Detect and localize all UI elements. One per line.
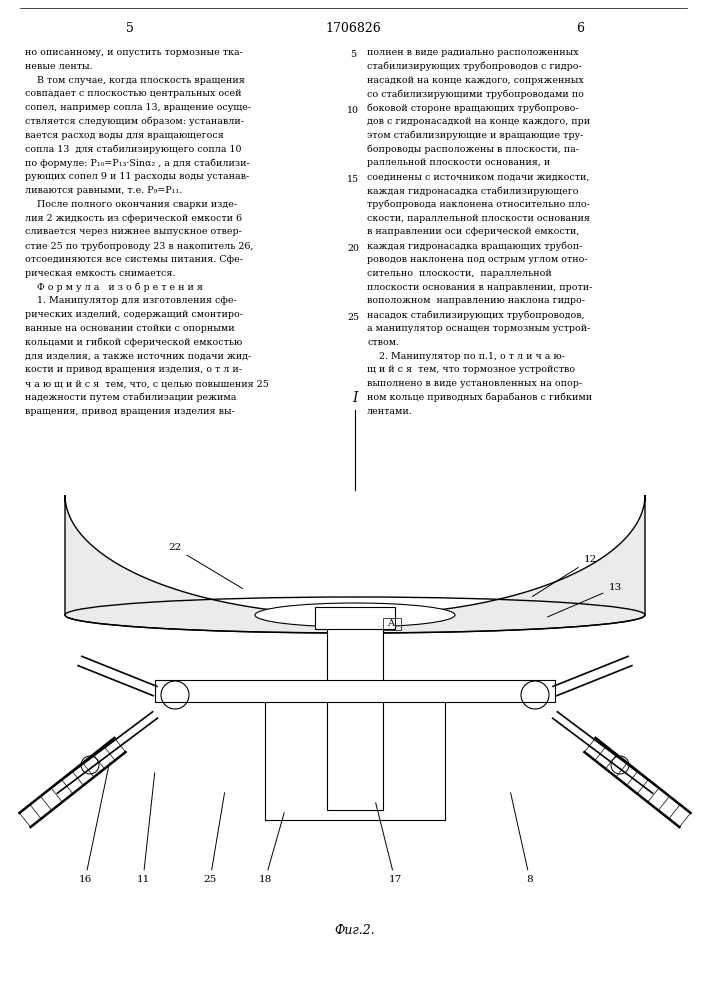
Text: Ф о р м у л а   и з о б р е т е н и я: Ф о р м у л а и з о б р е т е н и я: [25, 283, 203, 292]
Text: ливаются равными, т.е. P₉=P₁₁.: ливаются равными, т.е. P₉=P₁₁.: [25, 186, 182, 195]
Text: скости, параллельной плоскости основания: скости, параллельной плоскости основания: [367, 214, 590, 223]
Text: I: I: [352, 391, 358, 405]
Text: для изделия, а также источник подачи жид-: для изделия, а также источник подачи жид…: [25, 352, 251, 361]
Text: совпадает с плоскостью центральных осей: совпадает с плоскостью центральных осей: [25, 89, 242, 98]
Text: этом стабилизирующие и вращающие тру-: этом стабилизирующие и вращающие тру-: [367, 131, 583, 140]
Text: боковой стороне вращающих трубопрово-: боковой стороне вращающих трубопрово-: [367, 103, 578, 113]
Text: ванные на основании стойки с опорными: ванные на основании стойки с опорными: [25, 324, 235, 333]
Text: 8: 8: [510, 793, 533, 884]
Text: плоскости основания в направлении, проти-: плоскости основания в направлении, проти…: [367, 283, 592, 292]
Text: стабилизирующих трубопроводов с гидро-: стабилизирующих трубопроводов с гидро-: [367, 62, 582, 71]
Ellipse shape: [255, 603, 455, 627]
Text: раллельной плоскости основания, и: раллельной плоскости основания, и: [367, 158, 550, 167]
Text: лия 2 жидкость из сферической емкости 6: лия 2 жидкость из сферической емкости 6: [25, 214, 242, 223]
Bar: [327, 610, 383, 810]
Text: роводов наклонена под острым углом отно-: роводов наклонена под острым углом отно-: [367, 255, 588, 264]
Text: соединены с источником подачи жидкости,: соединены с источником подачи жидкости,: [367, 172, 590, 181]
Text: кольцами и гибкой сферической емкостью: кольцами и гибкой сферической емкостью: [25, 338, 243, 347]
Text: насадок стабилизирующих трубопроводов,: насадок стабилизирующих трубопроводов,: [367, 310, 585, 320]
Text: невые ленты.: невые ленты.: [25, 62, 93, 71]
Text: надежности путем стабилизации режима: надежности путем стабилизации режима: [25, 393, 236, 402]
Text: рических изделий, содержащий смонтиро-: рических изделий, содержащий смонтиро-: [25, 310, 243, 319]
Text: 20: 20: [347, 244, 359, 253]
Text: рующих сопел 9 и 11 расходы воды устанав-: рующих сопел 9 и 11 расходы воды устанав…: [25, 172, 250, 181]
Text: 18: 18: [258, 813, 284, 884]
Text: каждая гидронасадка вращающих трубоп-: каждая гидронасадка вращающих трубоп-: [367, 241, 583, 251]
Text: по формуле: P₁₀=P₁₃·Sinα₂ , а для стабилизи-: по формуле: P₁₀=P₁₃·Sinα₂ , а для стабил…: [25, 158, 250, 168]
Text: сопла 13  для стабилизирующего сопла 10: сопла 13 для стабилизирующего сопла 10: [25, 145, 242, 154]
Text: дов с гидронасадкой на конце каждого, при: дов с гидронасадкой на конце каждого, пр…: [367, 117, 590, 126]
Text: 25: 25: [347, 313, 359, 322]
Text: В том случае, когда плоскость вращения: В том случае, когда плоскость вращения: [25, 76, 245, 85]
Text: 22: 22: [168, 544, 243, 589]
Text: вращения, привод вращения изделия вы-: вращения, привод вращения изделия вы-: [25, 407, 235, 416]
Text: После полного окончания сварки изде-: После полного окончания сварки изде-: [25, 200, 237, 209]
Text: трубопровода наклонена относительно пло-: трубопровода наклонена относительно пло-: [367, 200, 590, 209]
Text: Фиг.2.: Фиг.2.: [334, 924, 375, 936]
Text: 16: 16: [78, 763, 110, 884]
Text: 11: 11: [136, 773, 155, 884]
Bar: [315, 607, 395, 629]
Text: 15: 15: [347, 175, 359, 184]
Text: 5: 5: [350, 50, 356, 59]
Text: 10: 10: [347, 106, 359, 115]
Bar: [383, 618, 401, 630]
Bar: [265, 700, 445, 820]
Text: сопел, например сопла 13, вращение осуще-: сопел, например сопла 13, вращение осуще…: [25, 103, 251, 112]
Text: ством.: ством.: [367, 338, 399, 347]
Text: насадкой на конце каждого, сопряженных: насадкой на конце каждого, сопряженных: [367, 76, 584, 85]
Text: ствляется следующим образом: устанавли-: ствляется следующим образом: устанавли-: [25, 117, 244, 126]
Text: 1. Манипулятор для изготовления сфе-: 1. Манипулятор для изготовления сфе-: [25, 296, 237, 305]
Text: 6: 6: [576, 21, 584, 34]
Polygon shape: [65, 495, 645, 633]
Text: а манипулятор оснащен тормозным устрой-: а манипулятор оснащен тормозным устрой-: [367, 324, 590, 333]
Text: полнен в виде радиально расположенных: полнен в виде радиально расположенных: [367, 48, 578, 57]
Text: щ и й с я  тем, что тормозное устройство: щ и й с я тем, что тормозное устройство: [367, 365, 575, 374]
Text: ном кольце приводных барабанов с гибкими: ном кольце приводных барабанов с гибкими: [367, 393, 592, 402]
Text: рическая емкость снимается.: рическая емкость снимается.: [25, 269, 175, 278]
Text: в направлении оси сферической емкости,: в направлении оси сферической емкости,: [367, 227, 579, 236]
Text: ч а ю щ и й с я  тем, что, с целью повышения 25: ч а ю щ и й с я тем, что, с целью повыше…: [25, 379, 269, 388]
Text: 25: 25: [204, 793, 225, 884]
Text: 1706826: 1706826: [325, 21, 381, 34]
Text: лентами.: лентами.: [367, 407, 413, 416]
Text: кости и привод вращения изделия, о т л и-: кости и привод вращения изделия, о т л и…: [25, 365, 242, 374]
Text: бопроводы расположены в плоскости, па-: бопроводы расположены в плоскости, па-: [367, 145, 579, 154]
Text: со стабилизирующими трубопроводами по: со стабилизирующими трубопроводами по: [367, 89, 584, 99]
Text: 2. Манипулятор по п.1, о т л и ч а ю-: 2. Манипулятор по п.1, о т л и ч а ю-: [367, 352, 565, 361]
Text: стие 25 по трубопроводу 23 в накопитель 26,: стие 25 по трубопроводу 23 в накопитель …: [25, 241, 254, 251]
Text: 13: 13: [547, 584, 621, 617]
Text: сительно  плоскости,  параллельной: сительно плоскости, параллельной: [367, 269, 551, 278]
Text: 12: 12: [532, 556, 597, 597]
Text: A: A: [387, 618, 394, 628]
Bar: [155, 680, 555, 702]
Text: сливается через нижнее выпускное отвер-: сливается через нижнее выпускное отвер-: [25, 227, 242, 236]
Text: отсоединяются все системы питания. Сфе-: отсоединяются все системы питания. Сфе-: [25, 255, 243, 264]
Text: 5: 5: [126, 21, 134, 34]
Text: воположном  направлению наклона гидро-: воположном направлению наклона гидро-: [367, 296, 585, 305]
Text: но описанному, и опустить тормозные тка-: но описанному, и опустить тормозные тка-: [25, 48, 243, 57]
Text: вается расход воды для вращающегося: вается расход воды для вращающегося: [25, 131, 224, 140]
Text: каждая гидронасадка стабилизирующего: каждая гидронасадка стабилизирующего: [367, 186, 578, 196]
Text: 17: 17: [375, 803, 402, 884]
Text: выполнено в виде установленных на опор-: выполнено в виде установленных на опор-: [367, 379, 582, 388]
